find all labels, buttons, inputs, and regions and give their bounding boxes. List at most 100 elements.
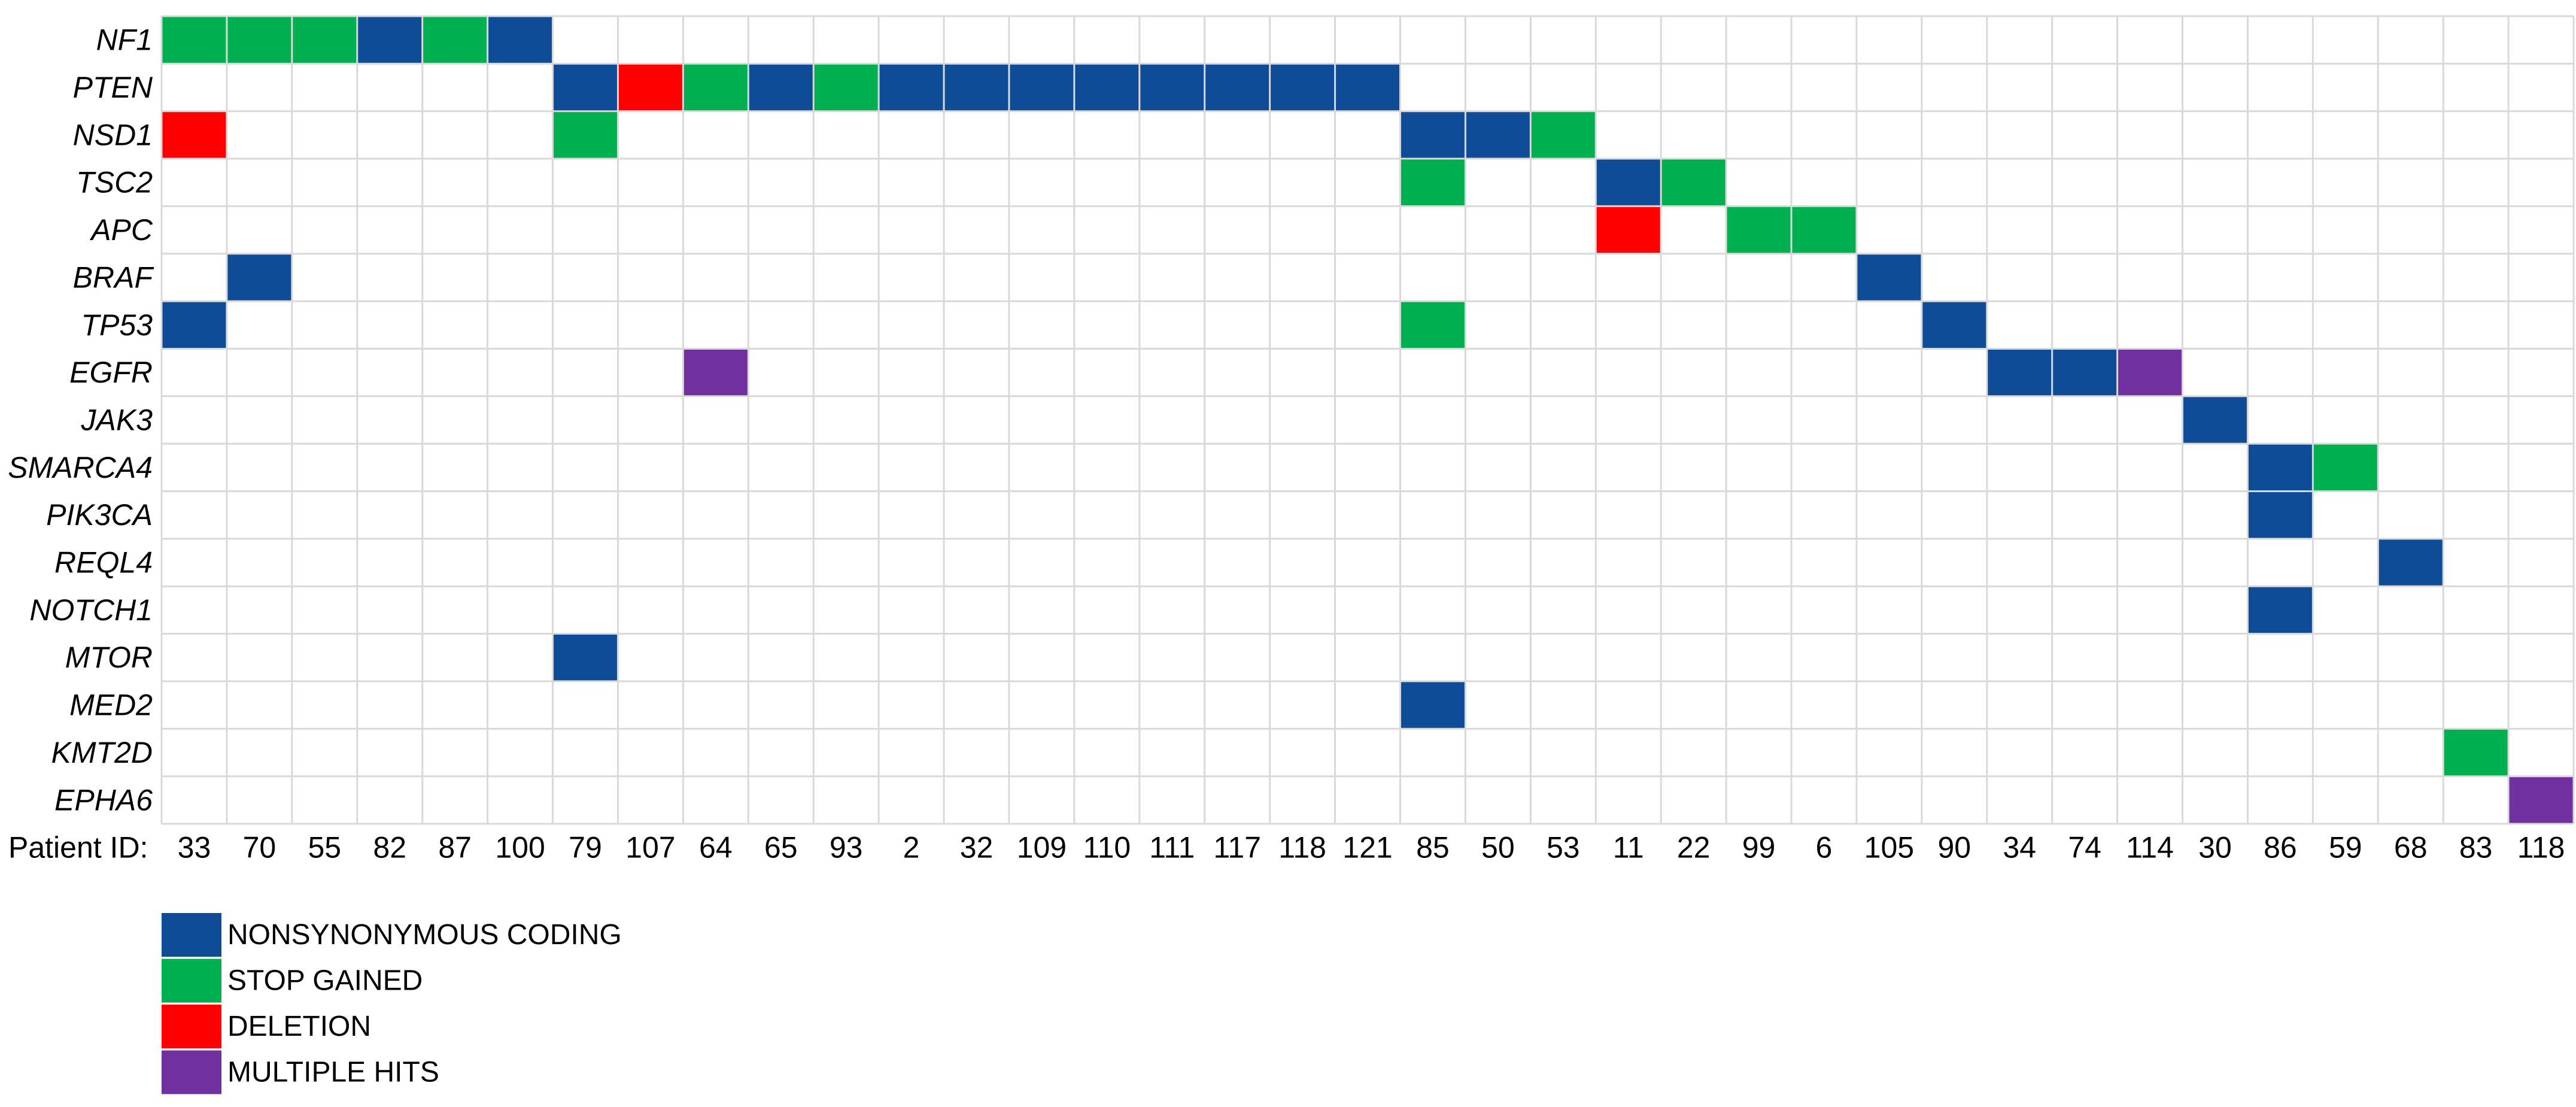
cell-pten-121-nonsynonymous bbox=[1335, 63, 1401, 111]
cell-tp53-33-nonsynonymous bbox=[162, 301, 227, 349]
patient-label-114: 114 bbox=[2126, 831, 2174, 865]
patient-label-82: 82 bbox=[373, 831, 406, 865]
cell-nsd1-85-nonsynonymous bbox=[1400, 111, 1466, 159]
gene-label-tp53: TP53 bbox=[81, 308, 153, 342]
legend-label-multiple: MULTIPLE HITS bbox=[227, 1057, 439, 1088]
cell-pten-107-deletion bbox=[618, 63, 684, 111]
cell-egfr-34-nonsynonymous bbox=[1986, 348, 2052, 396]
patient-label-100: 100 bbox=[495, 831, 545, 865]
patient-label-105: 105 bbox=[1864, 831, 1914, 865]
gene-label-apc: APC bbox=[89, 213, 153, 247]
gene-label-braf: BRAF bbox=[73, 260, 154, 294]
legend-swatch-multiple bbox=[162, 1050, 221, 1094]
patient-label-118: 118 bbox=[2517, 831, 2565, 865]
cell-nsd1-53-stop bbox=[1530, 111, 1596, 159]
patient-label-33: 33 bbox=[178, 831, 211, 865]
patient-id-labels: 33 70 55 82 87 100 79 107 64 65 93 2 32 109 110 111 117 1… bbox=[178, 831, 2565, 865]
gene-label-egfr: EGFR bbox=[69, 356, 153, 389]
cell-nsd1-50-nonsynonymous bbox=[1465, 111, 1531, 159]
patient-label-111: 111 bbox=[1149, 831, 1195, 865]
patient-label-64: 64 bbox=[699, 831, 733, 865]
x-axis-title: Patient ID: bbox=[8, 831, 148, 865]
patient-label-53: 53 bbox=[1547, 831, 1580, 865]
cell-nf1-87-stop bbox=[422, 16, 488, 64]
cell-smarca4-59-stop bbox=[2313, 444, 2378, 492]
patient-label-34: 34 bbox=[2003, 831, 2036, 865]
gene-label-kmt2d: KMT2D bbox=[51, 736, 153, 769]
gene-label-reql4: REQL4 bbox=[54, 546, 153, 580]
cell-apc-11-deletion bbox=[1596, 206, 1661, 254]
cell-braf-70-nonsynonymous bbox=[226, 253, 292, 302]
cell-tsc2-85-stop bbox=[1400, 159, 1466, 207]
cell-pten-118-nonsynonymous bbox=[1269, 63, 1335, 111]
cell-apc-99-stop bbox=[1726, 206, 1791, 254]
cell-pten-65-nonsynonymous bbox=[748, 63, 814, 111]
patient-label-85: 85 bbox=[1416, 831, 1450, 865]
patient-label-59: 59 bbox=[2329, 831, 2362, 865]
patient-label-22: 22 bbox=[1677, 831, 1711, 865]
cell-nf1-70-stop bbox=[226, 16, 292, 64]
cell-pten-111-nonsynonymous bbox=[1139, 63, 1205, 111]
cell-nf1-55-stop bbox=[291, 16, 357, 64]
cell-mtor-79-nonsynonymous bbox=[552, 633, 618, 681]
patient-label-117: 117 bbox=[1213, 831, 1261, 865]
mutation-cells bbox=[162, 16, 2574, 824]
gene-label-pik3ca: PIK3CA bbox=[46, 498, 153, 532]
cell-kmt2d-83-stop bbox=[2443, 729, 2509, 777]
cell-nf1-100-nonsynonymous bbox=[487, 16, 553, 64]
patient-label-11: 11 bbox=[1613, 831, 1644, 865]
cell-pten-110-nonsynonymous bbox=[1074, 63, 1140, 111]
gene-label-nf1: NF1 bbox=[96, 23, 153, 57]
cell-med2-85-nonsynonymous bbox=[1400, 681, 1466, 729]
cell-egfr-114-multiple bbox=[2117, 348, 2183, 396]
cell-braf-105-nonsynonymous bbox=[1856, 253, 1922, 302]
cell-pten-93-stop bbox=[813, 63, 879, 111]
gene-label-epha6: EPHA6 bbox=[54, 783, 153, 817]
patient-label-79: 79 bbox=[569, 831, 602, 865]
legend-swatch-deletion bbox=[162, 1005, 221, 1048]
patient-label-32: 32 bbox=[960, 831, 994, 865]
cell-nsd1-33-deletion bbox=[162, 111, 227, 159]
cell-nf1-82-nonsynonymous bbox=[357, 16, 423, 64]
patient-label-50: 50 bbox=[1481, 831, 1515, 865]
patient-label-6: 6 bbox=[1816, 831, 1833, 865]
legend-swatch-stop bbox=[162, 959, 221, 1003]
cell-pten-32-nonsynonymous bbox=[944, 63, 1009, 111]
patient-label-93: 93 bbox=[830, 831, 863, 865]
gene-label-smarca4: SMARCA4 bbox=[8, 451, 153, 484]
gene-label-med2: MED2 bbox=[69, 689, 153, 722]
patient-label-109: 109 bbox=[1017, 831, 1067, 865]
cell-notch1-86-nonsynonymous bbox=[2247, 586, 2313, 634]
gene-label-nsd1: NSD1 bbox=[73, 118, 153, 151]
gene-label-mtor: MTOR bbox=[65, 641, 153, 674]
cell-tp53-85-stop bbox=[1400, 301, 1466, 349]
patient-label-74: 74 bbox=[2068, 831, 2101, 865]
patient-label-87: 87 bbox=[438, 831, 472, 865]
legend-label-stop: STOP GAINED bbox=[227, 965, 423, 997]
patient-label-30: 30 bbox=[2198, 831, 2232, 865]
gene-label-pten: PTEN bbox=[73, 71, 153, 104]
gene-label-tsc2: TSC2 bbox=[76, 166, 153, 199]
patient-label-99: 99 bbox=[1742, 831, 1776, 865]
legend: NONSYNONYMOUS CODING STOP GAINED DELETION M… bbox=[162, 913, 622, 1094]
cell-pten-64-stop bbox=[683, 63, 749, 111]
cell-tsc2-11-nonsynonymous bbox=[1596, 159, 1661, 207]
legend-label-deletion: DELETION bbox=[227, 1011, 371, 1042]
cell-nsd1-79-stop bbox=[552, 111, 618, 159]
patient-label-70: 70 bbox=[243, 831, 277, 865]
cell-egfr-74-nonsynonymous bbox=[2052, 348, 2118, 396]
cell-epha6-118-multiple bbox=[2508, 776, 2574, 824]
cell-smarca4-86-nonsynonymous bbox=[2247, 444, 2313, 492]
cell-pik3ca-86-nonsynonymous bbox=[2247, 491, 2313, 539]
patient-label-65: 65 bbox=[764, 831, 798, 865]
cell-egfr-64-multiple bbox=[683, 348, 749, 396]
cell-pten-79-nonsynonymous bbox=[552, 63, 618, 111]
gene-labels: NF1 PTEN NSD1 TSC2 APC BRAF TP53 EGFR JAK3 SMARCA… bbox=[8, 23, 154, 817]
grid-lines bbox=[160, 15, 2575, 825]
patient-label-83: 83 bbox=[2459, 831, 2493, 865]
cell-reql4-68-nonsynonymous bbox=[2378, 538, 2444, 587]
patient-label-86: 86 bbox=[2264, 831, 2297, 865]
cell-apc-6-stop bbox=[1791, 206, 1857, 254]
patient-label-118: 118 bbox=[1278, 831, 1326, 865]
